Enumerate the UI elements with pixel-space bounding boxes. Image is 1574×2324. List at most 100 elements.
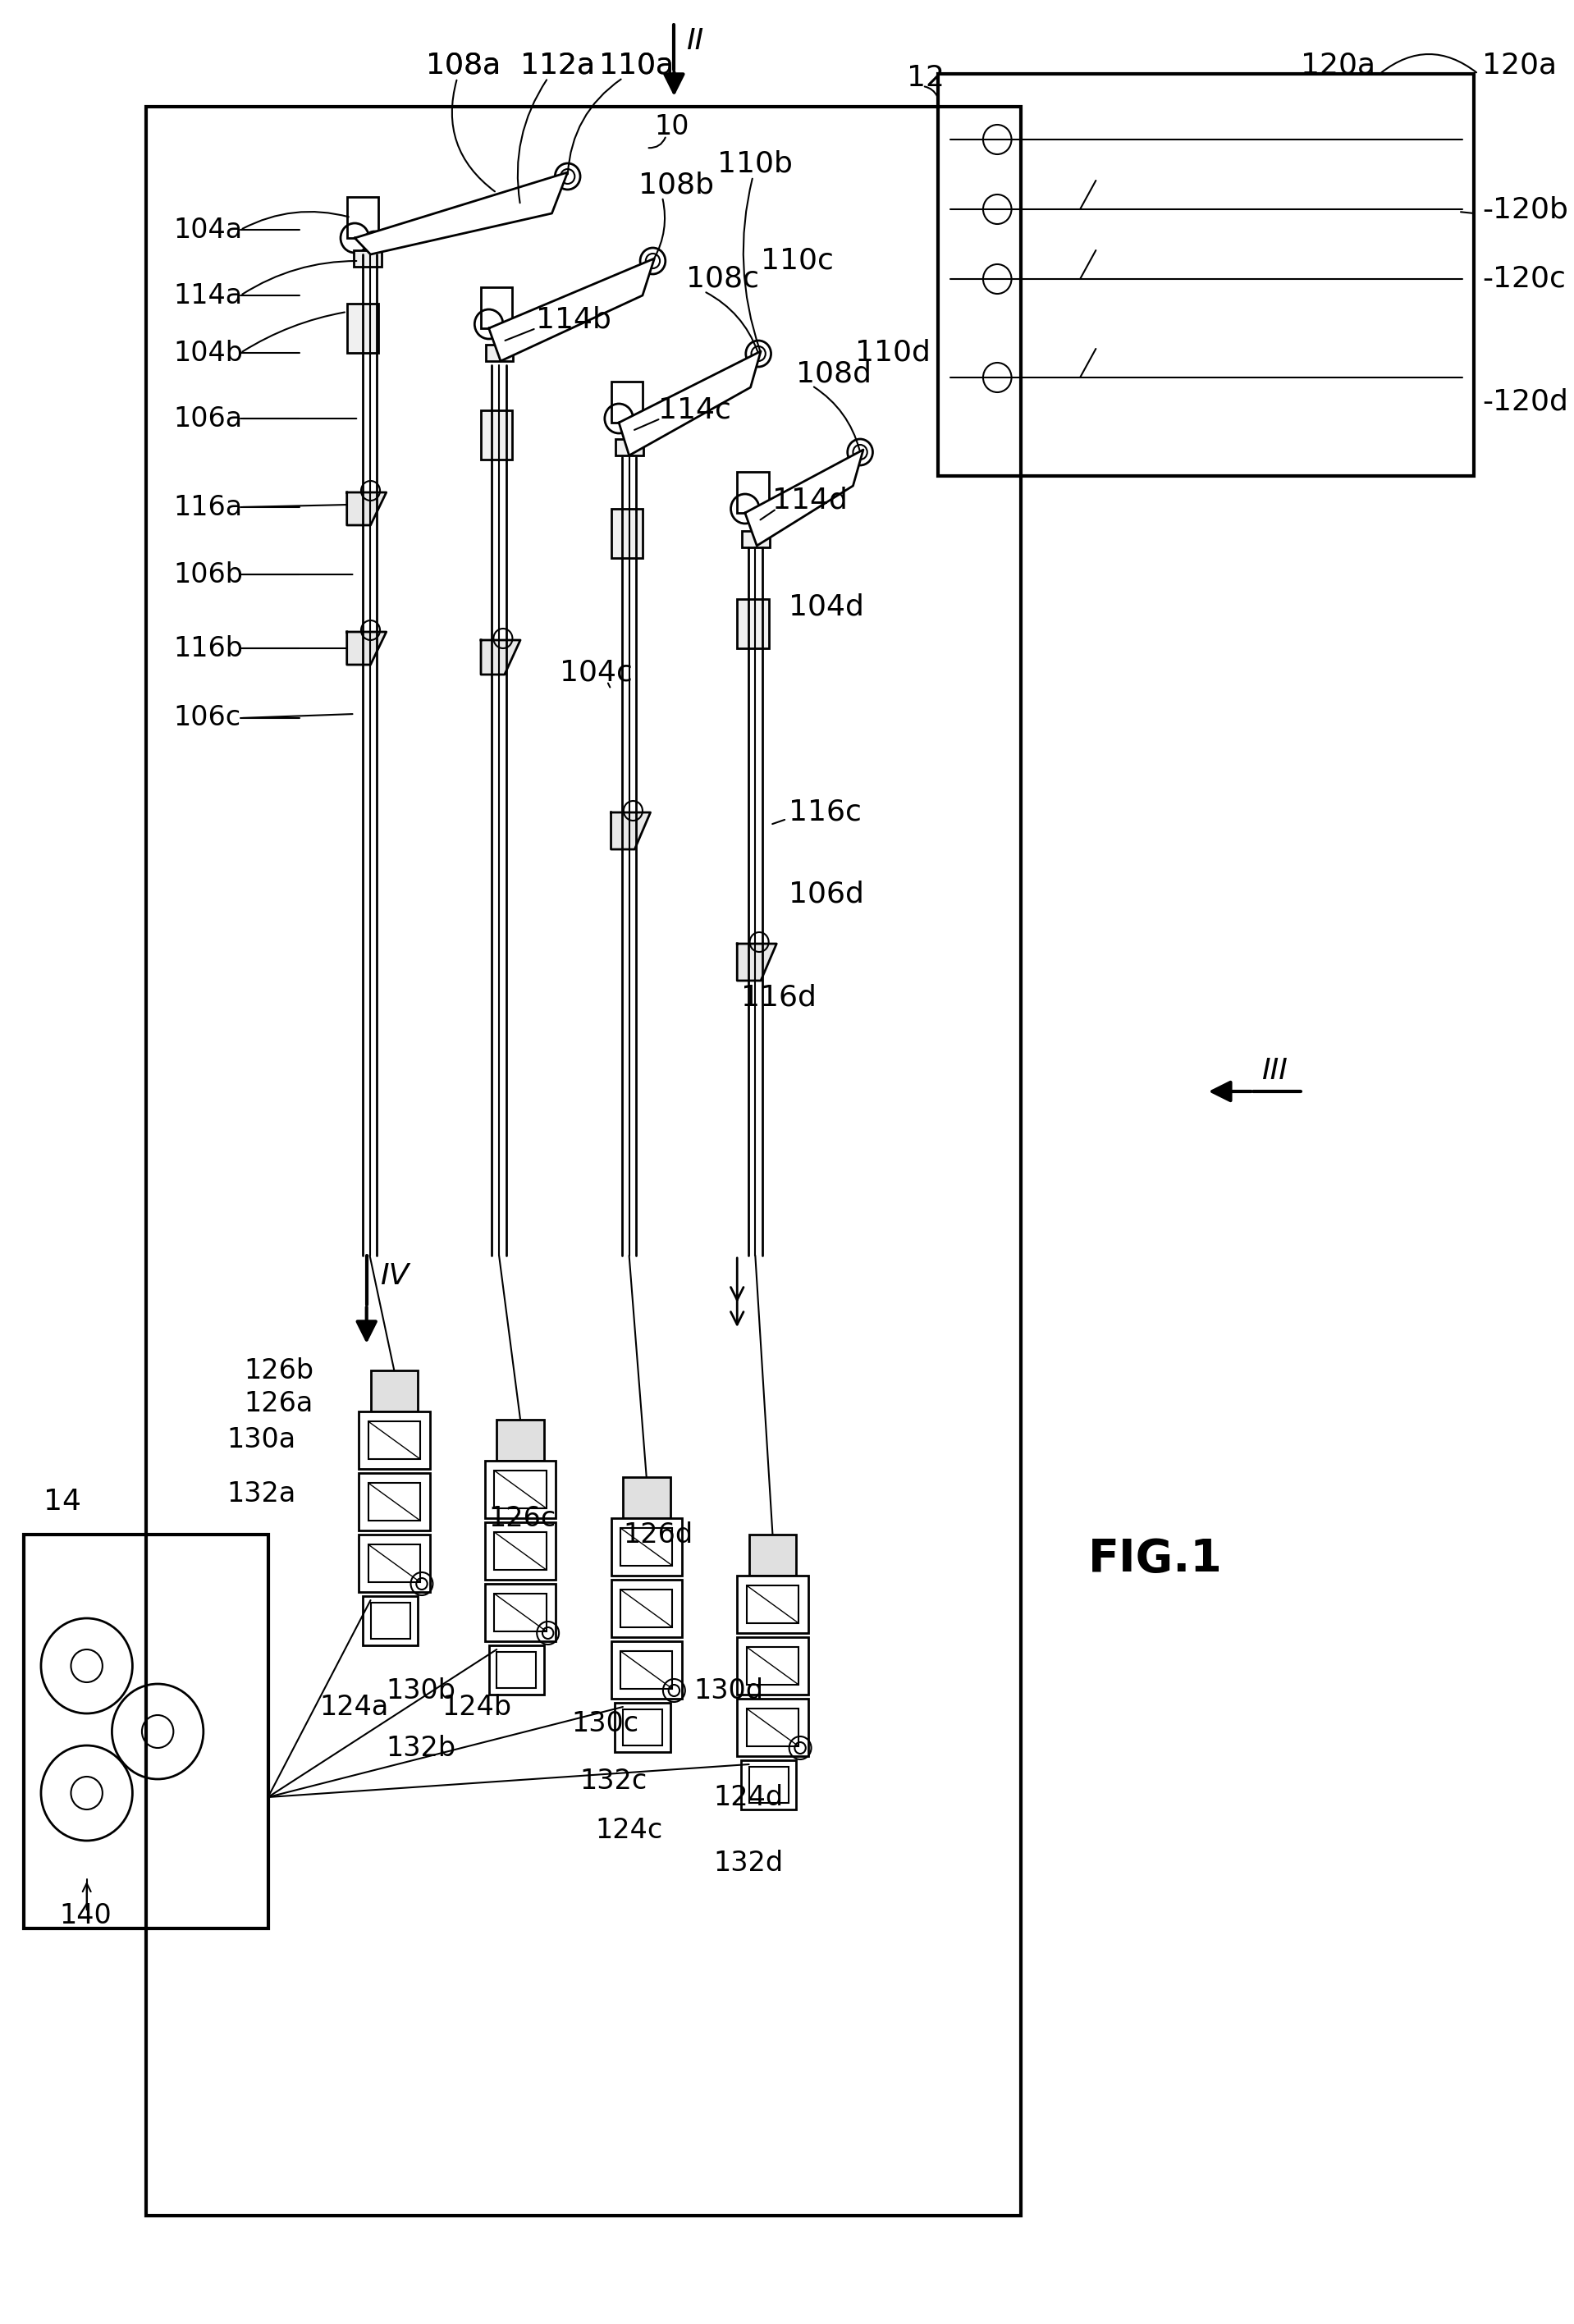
Text: 124c: 124c [595, 1817, 663, 1843]
Bar [354, 251, 381, 267]
Text: 112a: 112a [521, 51, 595, 79]
Bar [611, 381, 642, 423]
Polygon shape [354, 172, 568, 253]
Bar [482, 411, 513, 460]
Text: 108d: 108d [796, 360, 872, 388]
Bar [737, 472, 768, 514]
Text: 112a: 112a [521, 51, 595, 79]
Bar [485, 1522, 556, 1580]
Text: 108a: 108a [425, 51, 501, 79]
Text: 126d: 126d [623, 1520, 693, 1548]
Polygon shape [737, 944, 776, 981]
Bar [368, 1545, 420, 1583]
Bar [615, 439, 644, 456]
Bar [362, 1597, 417, 1645]
Text: 106c: 106c [173, 704, 241, 732]
Bar [370, 1604, 409, 1638]
Text: -120b: -120b [1483, 195, 1568, 223]
Bar [485, 1583, 556, 1641]
Bar [490, 1645, 545, 1694]
Bar [482, 288, 513, 328]
Bar [146, 107, 1022, 2215]
Text: 132c: 132c [579, 1766, 647, 1794]
Bar [737, 1636, 807, 1694]
Bar [346, 198, 378, 237]
Text: 120a: 120a [1300, 51, 1376, 79]
Bar [359, 1534, 430, 1592]
Text: 126c: 126c [490, 1504, 556, 1532]
Bar [497, 1420, 545, 1462]
Text: II: II [686, 28, 704, 56]
Bar [611, 1518, 682, 1576]
Text: 14: 14 [44, 1487, 82, 1515]
Text: FIG.1: FIG.1 [1088, 1536, 1223, 1580]
Bar [346, 304, 378, 353]
Bar [485, 1462, 556, 1518]
Bar [749, 1534, 796, 1576]
Text: 108b: 108b [639, 170, 715, 198]
Text: 130b: 130b [386, 1678, 456, 1703]
Bar [620, 1590, 672, 1627]
Text: 106b: 106b [173, 560, 244, 588]
Bar [494, 1471, 546, 1508]
Bar [737, 600, 768, 648]
Bar [486, 344, 513, 360]
Text: 116d: 116d [741, 983, 817, 1011]
Text: -120d: -120d [1483, 388, 1568, 416]
Text: 104a: 104a [173, 216, 242, 244]
Text: -120c: -120c [1483, 265, 1566, 293]
Bar [741, 1759, 796, 1810]
Text: 104b: 104b [173, 339, 244, 367]
Text: 116b: 116b [173, 634, 244, 662]
Text: III: III [1261, 1057, 1288, 1085]
Text: 108c: 108c [686, 265, 759, 293]
Text: 110d: 110d [855, 339, 930, 367]
Bar [746, 1585, 798, 1622]
Bar [746, 1648, 798, 1685]
Bar [611, 1641, 682, 1699]
Text: 124a: 124a [320, 1694, 389, 1720]
Text: 124d: 124d [713, 1783, 784, 1810]
Text: 124b: 124b [441, 1694, 512, 1720]
Polygon shape [346, 493, 386, 525]
Text: 10: 10 [655, 114, 689, 142]
Text: 130c: 130c [571, 1710, 639, 1736]
Text: 140: 140 [60, 1903, 112, 1929]
Polygon shape [346, 632, 386, 665]
Bar [494, 1532, 546, 1569]
Text: 106a: 106a [173, 404, 242, 432]
Text: 104d: 104d [789, 593, 864, 621]
Text: 110a: 110a [600, 51, 674, 79]
Text: 114d: 114d [773, 486, 848, 514]
Text: 132a: 132a [227, 1480, 296, 1506]
Bar [24, 1534, 268, 1929]
Bar [623, 1710, 663, 1745]
Bar [359, 1411, 430, 1469]
Bar [611, 509, 642, 558]
Polygon shape [745, 451, 863, 546]
Polygon shape [490, 258, 655, 360]
Text: 110a: 110a [600, 51, 674, 79]
Text: 120a: 120a [1483, 51, 1557, 79]
Bar [938, 74, 1475, 476]
Bar [368, 1422, 420, 1459]
Text: 114c: 114c [658, 397, 732, 425]
Text: 132b: 132b [386, 1734, 456, 1762]
Bar [611, 1580, 682, 1636]
Text: 114b: 114b [537, 307, 611, 335]
Text: 130a: 130a [227, 1427, 296, 1455]
Polygon shape [482, 639, 521, 674]
Text: 114a: 114a [173, 281, 242, 309]
Text: 130d: 130d [694, 1678, 763, 1703]
Bar [749, 1766, 789, 1803]
Text: 126b: 126b [244, 1357, 315, 1385]
Bar [737, 1576, 807, 1634]
Text: 110c: 110c [760, 246, 834, 274]
Text: IV: IV [379, 1262, 409, 1290]
Bar [368, 1483, 420, 1520]
Text: 132d: 132d [713, 1850, 784, 1875]
Bar [620, 1650, 672, 1690]
Bar [741, 530, 770, 548]
Bar [615, 1703, 671, 1752]
Text: 104c: 104c [560, 660, 633, 688]
